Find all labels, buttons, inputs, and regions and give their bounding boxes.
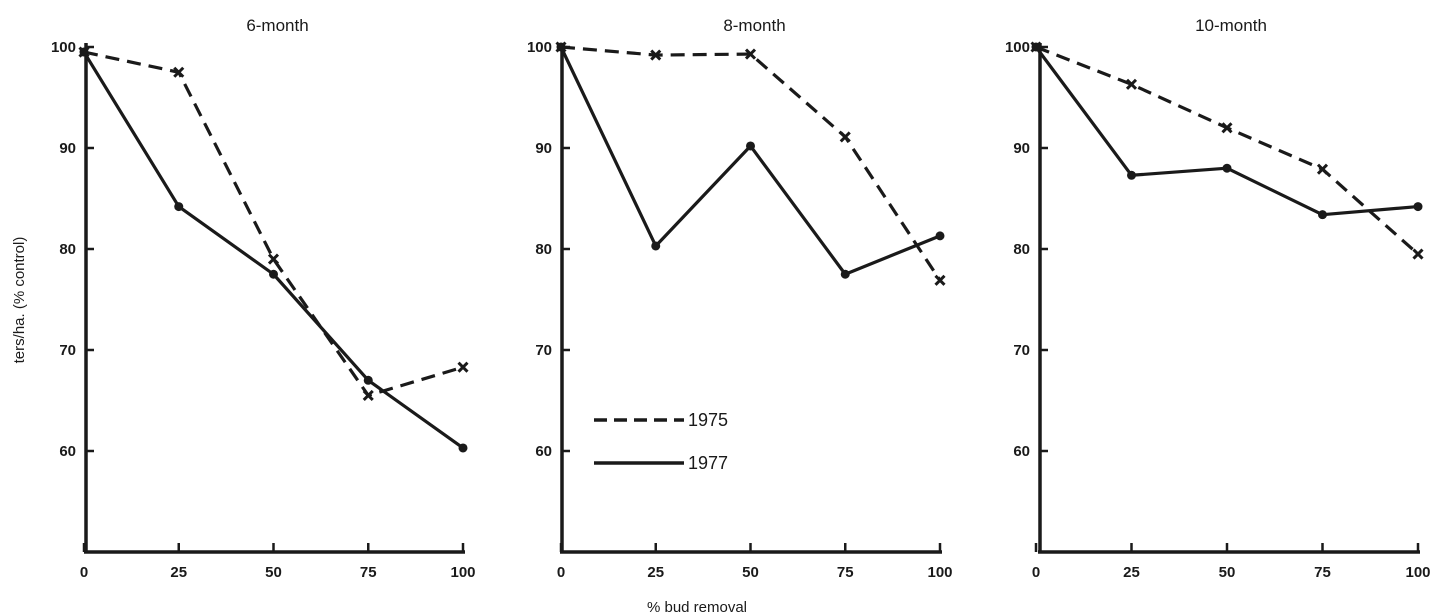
series-line-1977 bbox=[82, 51, 464, 450]
y-tick-label: 90 bbox=[535, 140, 552, 157]
data-point-1975 bbox=[173, 66, 185, 78]
x-tick-label: 50 bbox=[742, 564, 759, 581]
data-point-1975 bbox=[362, 389, 374, 402]
y-tick-label: 80 bbox=[59, 241, 76, 258]
x-tick-label: 25 bbox=[170, 564, 187, 581]
x-tick-label: 75 bbox=[360, 564, 377, 581]
y-tick-label: 70 bbox=[59, 342, 76, 359]
legend-label-1977: 1977 bbox=[688, 453, 728, 473]
data-point-1977 bbox=[935, 231, 945, 241]
x-tick-label: 100 bbox=[927, 564, 952, 581]
y-tick-label: 100 bbox=[527, 39, 552, 56]
data-point-1977 bbox=[1413, 202, 1423, 212]
data-point-1975 bbox=[1221, 122, 1233, 134]
y-tick-label: 80 bbox=[1013, 241, 1030, 258]
data-point-1975 bbox=[744, 48, 757, 60]
chart-panel-2: 8-month 0 25 50 75 100 60 70 80 90 100 bbox=[527, 16, 953, 581]
panel-title: 6-month bbox=[246, 16, 308, 35]
data-point-1975 bbox=[267, 253, 280, 265]
series-line-1975 bbox=[83, 50, 464, 398]
series-line-1975 bbox=[1035, 45, 1420, 256]
y-tick-label: 100 bbox=[1005, 39, 1030, 56]
panel-title: 8-month bbox=[723, 16, 785, 35]
x-tick-label: 0 bbox=[80, 564, 88, 581]
data-point-1975 bbox=[457, 361, 469, 373]
x-tick-label: 25 bbox=[1123, 564, 1140, 581]
data-point-1975 bbox=[650, 49, 662, 61]
data-point-1977 bbox=[1318, 210, 1327, 220]
x-tick-label: 0 bbox=[1032, 564, 1040, 581]
y-tick-label: 70 bbox=[1013, 342, 1030, 359]
data-point-1977 bbox=[840, 269, 850, 279]
data-point-1977 bbox=[269, 269, 278, 279]
data-point-1975 bbox=[934, 274, 946, 286]
x-tick-label: 100 bbox=[450, 564, 475, 581]
data-point-1977 bbox=[1222, 163, 1232, 173]
data-point-1977 bbox=[556, 42, 566, 52]
y-tick-label: 60 bbox=[535, 443, 552, 460]
y-tick-label: 90 bbox=[1013, 140, 1030, 157]
data-point-1977 bbox=[651, 241, 661, 251]
data-point-1977 bbox=[363, 375, 373, 385]
data-point-1977 bbox=[458, 443, 468, 453]
x-tick-label: 75 bbox=[1314, 564, 1331, 581]
x-tick-label: 75 bbox=[837, 564, 854, 581]
x-tick-label: 0 bbox=[557, 564, 565, 581]
y-tick-label: 70 bbox=[535, 342, 552, 359]
y-tick-label: 90 bbox=[59, 140, 76, 157]
data-point-1977 bbox=[1031, 42, 1041, 52]
legend-label-1975: 1975 bbox=[688, 410, 728, 430]
data-point-1977 bbox=[746, 141, 755, 151]
data-point-1975 bbox=[1412, 248, 1424, 260]
x-tick-label: 50 bbox=[265, 564, 282, 581]
y-tick-label: 100 bbox=[51, 39, 76, 56]
x-tick-label: 50 bbox=[1219, 564, 1236, 581]
y-tick-label: 60 bbox=[59, 443, 76, 460]
x-tick-label: 100 bbox=[1405, 564, 1430, 581]
y-tick-label: 60 bbox=[1013, 443, 1030, 460]
series-line-1977 bbox=[1034, 46, 1419, 217]
data-point-1975 bbox=[1316, 163, 1329, 175]
data-point-1977 bbox=[174, 202, 184, 212]
data-point-1977 bbox=[1127, 170, 1136, 180]
chart-panel-3: 10-month 0 25 50 75 100 60 70 80 90 100 bbox=[1005, 16, 1431, 581]
data-point-1975 bbox=[1125, 78, 1138, 90]
data-point-1975 bbox=[839, 131, 851, 143]
x-tick-label: 25 bbox=[647, 564, 664, 581]
y-axis-label: ters/ha. (% control) bbox=[11, 237, 28, 364]
data-point-1977 bbox=[79, 47, 89, 57]
chart-panels: 6-month 0 25 50 75 100 60 70 80 90 100 8-month 0 25 50… bbox=[51, 16, 1431, 581]
series-line-1977 bbox=[559, 46, 941, 276]
chart-panel-1: 6-month 0 25 50 75 100 60 70 80 90 100 bbox=[51, 16, 476, 581]
x-axis-label: % bud removal bbox=[647, 599, 747, 616]
y-tick-label: 80 bbox=[535, 241, 552, 258]
legend: 1975 1977 bbox=[594, 410, 728, 473]
panel-title: 10-month bbox=[1195, 16, 1267, 35]
